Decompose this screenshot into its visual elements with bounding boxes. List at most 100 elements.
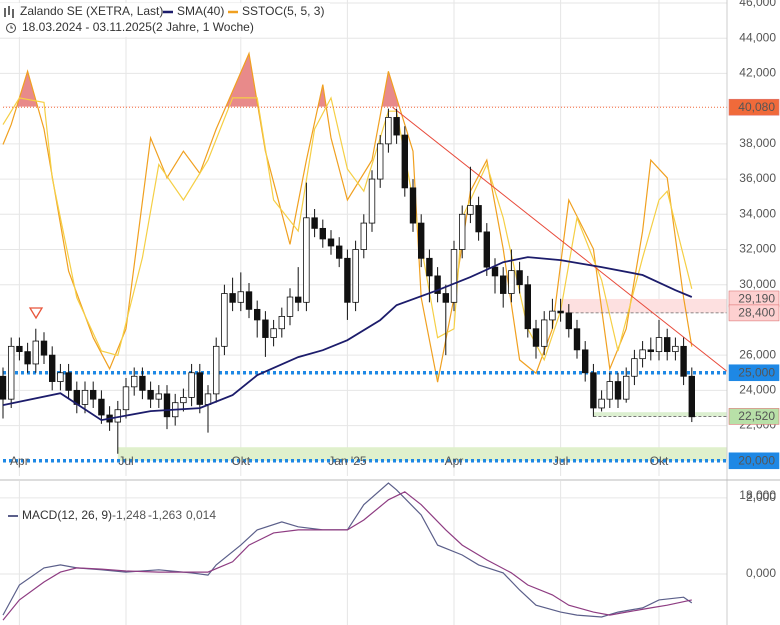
candle-body — [139, 375, 146, 391]
candle-body — [327, 238, 335, 247]
legend-label: SMA(40) — [177, 4, 224, 18]
y-tick-label: 30,000 — [739, 277, 776, 291]
period: (2 Jahre, 1 Woche) — [152, 20, 254, 34]
candle-body — [442, 293, 449, 303]
price-tag-label: 40,080 — [738, 100, 775, 114]
candle-body — [204, 393, 212, 405]
y-tick-label: 38,000 — [739, 136, 776, 150]
candle-body — [286, 296, 294, 317]
x-tick-label: Apr — [10, 454, 29, 468]
candle-body — [360, 222, 367, 250]
candle-body — [655, 337, 663, 353]
candle-body — [491, 266, 499, 277]
candle-body — [294, 296, 302, 303]
y-tick-label: 32,000 — [739, 242, 776, 256]
price-tag — [728, 452, 780, 470]
zone — [117, 447, 727, 461]
candle-body — [65, 372, 72, 391]
macd-legend: MACD(12, 26, 9) -1,248 -1,263 0,014 — [8, 508, 216, 522]
legend-value: -1,248 — [112, 508, 146, 522]
y-tick-label: 34,000 — [739, 206, 776, 220]
candle-body — [188, 372, 195, 398]
macd-panel — [0, 481, 727, 625]
candle-body — [664, 337, 671, 353]
sma-line — [2, 256, 693, 422]
candle-body — [98, 398, 105, 416]
price-panel — [0, 0, 727, 476]
x-tick-label: Jul — [553, 454, 568, 468]
candle-body — [631, 358, 638, 377]
zone — [593, 412, 727, 417]
candle-body — [270, 328, 277, 338]
legend: Zalando SE (XETRA, Last) SMA(40) SSTOC(5… — [0, 3, 330, 37]
legend-label: MACD(12, 26, 9) — [22, 508, 112, 522]
candle-body — [532, 328, 540, 347]
candle-body — [163, 393, 171, 418]
trend-line — [392, 106, 727, 373]
candle-body — [582, 349, 589, 374]
legend-label: SSTOC(5, 5, 3) — [242, 4, 324, 18]
candle-body — [196, 372, 203, 405]
candle-icon — [4, 6, 14, 18]
candle-body — [212, 345, 220, 395]
candle-body — [417, 222, 425, 259]
candle-body — [467, 205, 474, 215]
candle-body — [221, 293, 228, 347]
candle-body — [647, 349, 654, 353]
clock-hand — [10, 25, 13, 29]
macd-line — [2, 482, 693, 618]
candle-body — [606, 381, 613, 400]
candle-body — [393, 117, 400, 136]
clock-icon — [6, 23, 16, 33]
candle-body — [57, 372, 64, 382]
candle-body — [335, 245, 343, 259]
candle-body — [409, 187, 417, 224]
candle-body — [524, 284, 531, 330]
legend-value: -1,263 — [148, 508, 182, 522]
candle-body — [40, 340, 48, 356]
candle-body — [450, 249, 458, 303]
price-tag-label: 29,190 — [738, 292, 775, 306]
price-tag-label: 20,000 — [738, 453, 775, 467]
y-tick-label: 46,000 — [739, 0, 776, 9]
candle-body — [229, 293, 236, 303]
candle-body — [623, 375, 630, 400]
x-tick-label: Okt — [231, 454, 250, 468]
y-tick-label: 42,000 — [739, 66, 776, 80]
price-tag-label: 22,520 — [738, 409, 775, 423]
candle-body — [81, 389, 89, 405]
x-tick-label: Jan '25 — [328, 454, 367, 468]
candle-body — [508, 270, 515, 294]
candle-body — [672, 345, 679, 353]
candle-body — [32, 340, 39, 365]
candle-body — [688, 375, 695, 418]
candle-body — [7, 345, 15, 400]
candle-body — [426, 257, 433, 277]
candle-body — [614, 381, 622, 400]
candle-body — [352, 249, 359, 303]
candle-body — [90, 389, 97, 400]
signal-marker — [28, 307, 44, 320]
candle-body — [590, 372, 597, 409]
candle-body — [401, 134, 408, 189]
candle-body — [24, 351, 31, 365]
candle-body — [368, 178, 376, 224]
candle-body — [245, 291, 253, 310]
y-tick-label: 26,000 — [739, 347, 776, 361]
candle-body — [376, 143, 384, 180]
stoch-line — [2, 96, 693, 362]
candle-body — [385, 117, 392, 145]
candle-body — [319, 227, 326, 240]
candle-body — [130, 375, 138, 388]
candle-body — [311, 217, 318, 229]
candle-body — [499, 275, 507, 294]
candle-body — [237, 291, 244, 303]
candle-body — [557, 310, 564, 314]
candle-body — [516, 270, 523, 286]
candle-body — [278, 316, 285, 330]
x-tick-label: Okt — [650, 454, 669, 468]
y-tick-label: 0,000 — [746, 566, 776, 580]
